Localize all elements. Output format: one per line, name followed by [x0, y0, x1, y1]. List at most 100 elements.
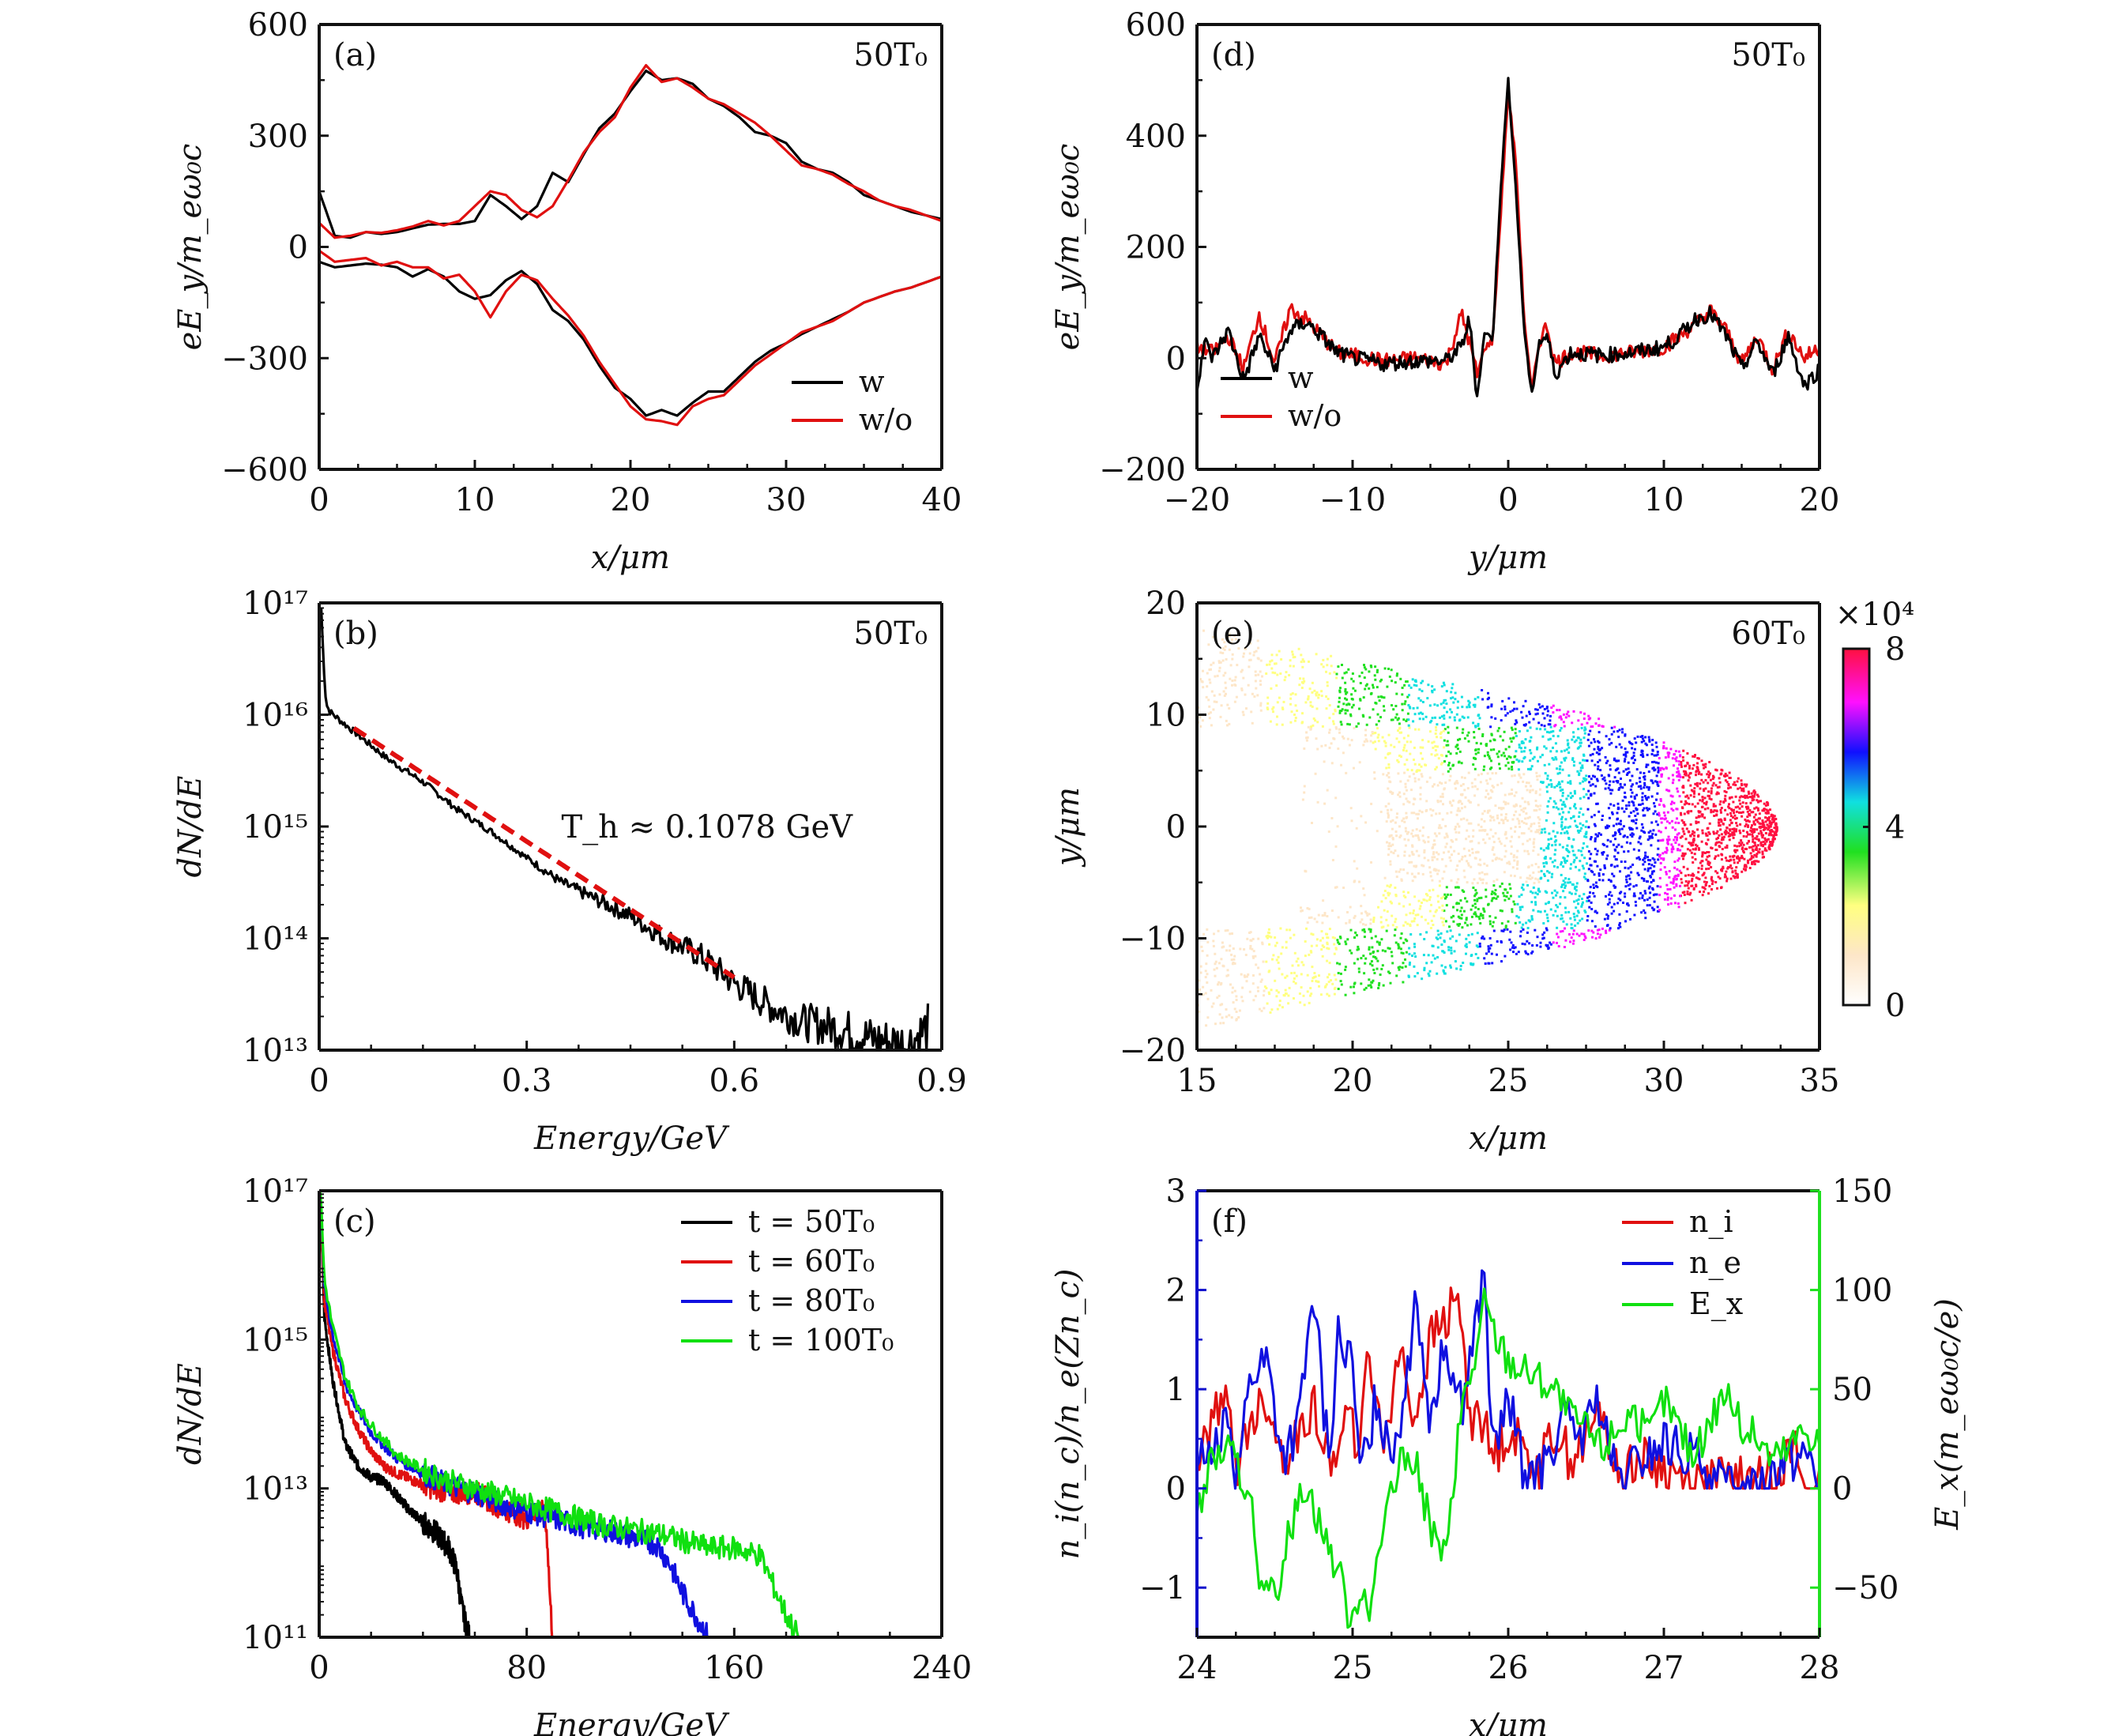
scatter-point — [1560, 716, 1563, 719]
scatter-point — [1408, 800, 1411, 804]
scatter-point — [1421, 811, 1424, 814]
scatter-point — [1598, 724, 1601, 727]
scatter-point — [1468, 941, 1471, 944]
scatter-point — [1635, 741, 1638, 744]
scatter-point — [1531, 891, 1534, 894]
scatter-point — [1413, 909, 1415, 912]
scatter-point — [1549, 725, 1552, 729]
scatter-point — [1397, 760, 1400, 763]
scatter-point — [1747, 861, 1750, 864]
scatter-point — [1598, 810, 1601, 813]
scatter-point — [1564, 818, 1567, 821]
scatter-point — [1534, 800, 1537, 802]
scatter-point — [1639, 736, 1643, 738]
scatter-point — [1742, 843, 1745, 846]
scatter-point — [1643, 781, 1646, 785]
scatter-point — [1560, 832, 1563, 834]
scatter-point — [1512, 856, 1515, 859]
scatter-point — [1300, 973, 1303, 976]
scatter-point — [1509, 894, 1512, 898]
scatter-point — [1613, 834, 1616, 837]
scatter-point — [1330, 817, 1334, 819]
scatter-point — [1413, 945, 1417, 948]
scatter-point — [1478, 942, 1481, 945]
scatter-point — [1415, 828, 1418, 831]
scatter-point — [1571, 927, 1574, 930]
scatter-point — [1223, 695, 1226, 697]
scatter-point — [1650, 872, 1654, 876]
scatter-point — [1646, 856, 1649, 859]
scatter-point — [1346, 722, 1349, 725]
scatter-point — [1600, 833, 1602, 836]
y-tick-label: −300 — [221, 341, 308, 377]
x-axis-title: Energy/GeV — [533, 1120, 730, 1157]
scatter-point — [1451, 687, 1454, 690]
scatter-point — [1529, 789, 1532, 792]
scatter-point — [1199, 819, 1202, 823]
scatter-point — [1235, 695, 1238, 699]
scatter-point — [1398, 791, 1401, 794]
scatter-point — [1447, 750, 1451, 753]
scatter-point — [1558, 716, 1561, 719]
scatter-point — [1402, 868, 1406, 872]
y-tick-label: 10¹⁴ — [243, 921, 308, 958]
scatter-point — [1343, 672, 1346, 675]
scatter-point — [1457, 924, 1460, 927]
scatter-point — [1650, 752, 1654, 755]
scatter-point — [1503, 755, 1507, 758]
scatter-point — [1245, 980, 1248, 983]
scatter-point — [1571, 758, 1574, 761]
scatter-point — [1472, 887, 1475, 889]
scatter-point — [1647, 859, 1650, 861]
scatter-point — [1414, 834, 1417, 837]
scatter-point — [1603, 779, 1606, 782]
scatter-point — [1691, 856, 1694, 859]
scatter-point — [1353, 879, 1357, 883]
scatter-point — [1331, 859, 1334, 861]
scatter-point — [1239, 947, 1242, 951]
scatter-point — [1662, 744, 1665, 747]
scatter-point — [1483, 765, 1486, 768]
scatter-point — [1466, 924, 1469, 927]
scatter-point — [1477, 842, 1481, 845]
scatter-point — [1687, 812, 1690, 815]
scatter-point — [1599, 868, 1602, 872]
scatter-point — [1428, 896, 1432, 898]
scatter-point — [1483, 810, 1486, 813]
scatter-point — [1387, 812, 1390, 815]
scatter-point — [1530, 751, 1533, 755]
x-axis-title: y/μm — [1467, 540, 1548, 576]
scatter-point — [1756, 844, 1759, 847]
scatter-point — [1244, 693, 1247, 696]
scatter-point — [1648, 885, 1651, 888]
scatter-point — [1219, 651, 1222, 654]
scatter-point — [1402, 718, 1406, 721]
scatter-point — [1502, 929, 1505, 932]
scatter-point — [1350, 698, 1353, 700]
scatter-point — [1482, 838, 1485, 842]
scatter-point — [1719, 808, 1722, 812]
scatter-point — [1682, 865, 1685, 868]
scatter-point — [1489, 815, 1492, 818]
scatter-point — [1470, 955, 1473, 958]
scatter-point — [1532, 849, 1535, 853]
scatter-point — [1364, 962, 1367, 965]
scatter-point — [1507, 793, 1511, 796]
scatter-point — [1401, 966, 1404, 969]
scatter-point — [1438, 879, 1441, 883]
scatter-point — [1770, 829, 1773, 831]
scatter-point — [1618, 743, 1621, 746]
scatter-point — [1752, 828, 1755, 831]
scatter-point — [1582, 780, 1584, 783]
scatter-point — [1724, 857, 1727, 860]
scatter-point — [1643, 814, 1646, 817]
scatter-point — [1522, 888, 1525, 891]
scatter-point — [1725, 774, 1729, 778]
scatter-point — [1684, 795, 1688, 798]
scatter-point — [1206, 672, 1209, 675]
scatter-point — [1456, 706, 1459, 710]
scatter-point — [1468, 706, 1471, 709]
scatter-point — [1690, 851, 1693, 854]
scatter-point — [1440, 685, 1443, 688]
scatter-point — [1639, 842, 1643, 845]
